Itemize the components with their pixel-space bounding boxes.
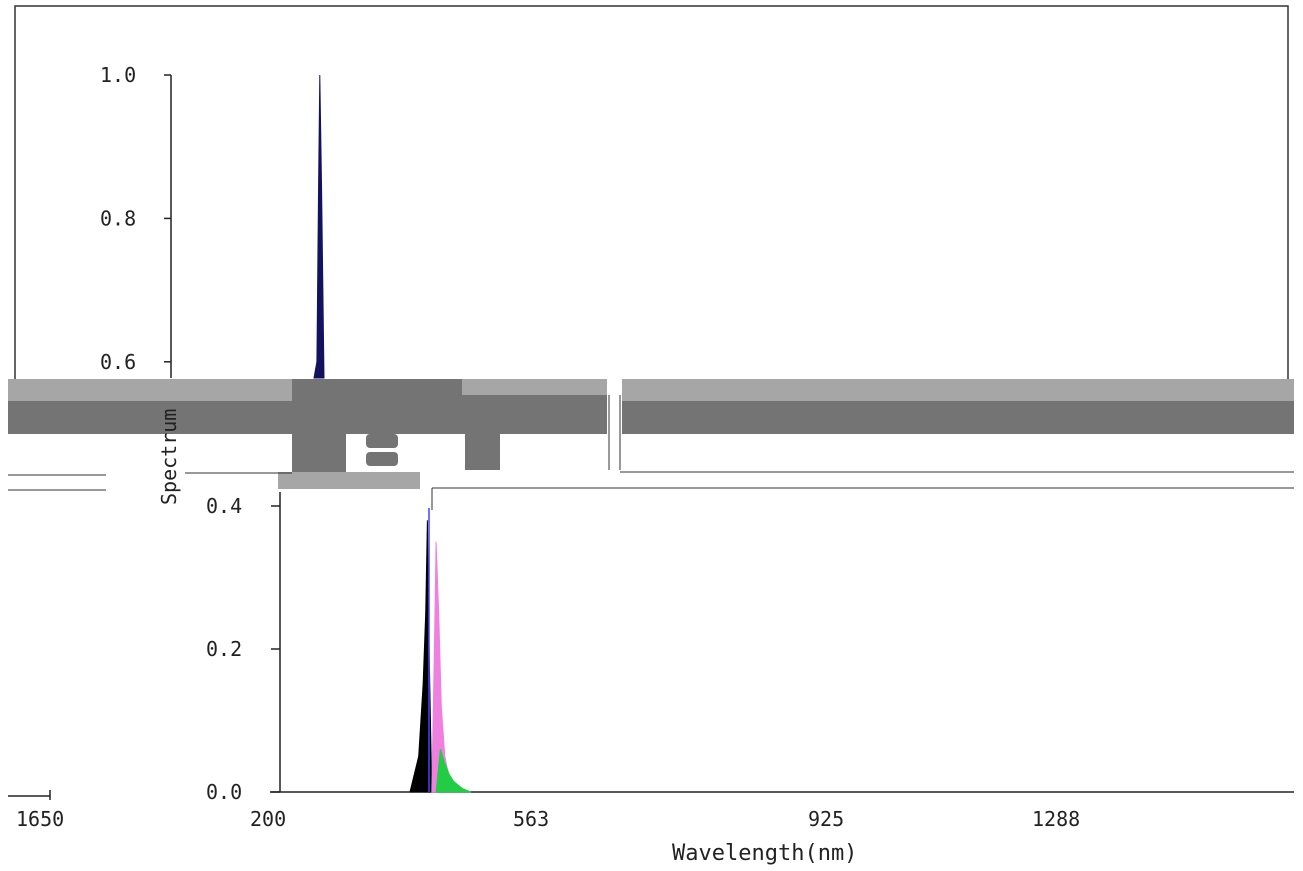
glitch-block-d [465, 429, 500, 470]
lower-series-group [409, 508, 472, 793]
lower-x-tick-label: 563 [513, 807, 549, 831]
glitch-bar-light [8, 379, 1294, 401]
lower-ticks-group: 0.4 0.2 0.0 200 563 925 1288 [206, 494, 1080, 831]
lower-y-tick-label: 0.2 [206, 637, 242, 661]
glitch-block-c [462, 395, 607, 429]
upper-y-tick-label: 0.6 [100, 350, 136, 374]
lower-series-1 [431, 541, 459, 793]
x-axis-label: Wavelength(nm) [672, 841, 857, 866]
y-axis-label: Spectrum [157, 409, 181, 505]
upper-y-tick-label: 1.0 [100, 63, 136, 87]
glitch-gap [607, 379, 622, 472]
upper-panel-frame [14, 5, 1289, 381]
lower-series-2 [435, 748, 472, 793]
glitch-notch-2 [366, 452, 398, 466]
lower-x-tick-label: 1288 [1032, 807, 1080, 831]
upper-y-tick-label: 0.8 [100, 206, 136, 230]
lower-series-0 [409, 520, 433, 793]
glitch-bar-dark [8, 401, 1294, 434]
glitch-block-e [278, 472, 420, 489]
upper-y-ticks: 1.0 0.8 0.6 [100, 63, 171, 374]
lower-y-tick-label: 0.0 [206, 780, 242, 804]
lower-x-tick-label: 200 [250, 807, 286, 831]
lower-y-tick-label: 0.4 [206, 494, 242, 518]
glitch-block-a [292, 379, 346, 472]
glitch-block-b [346, 379, 462, 429]
upper-series-0 [313, 74, 325, 379]
glitch-overlay [8, 379, 1294, 510]
glitch-notch-1 [366, 434, 398, 448]
stray-tick-label: 1650 [16, 807, 64, 831]
lower-x-tick-label: 925 [808, 807, 844, 831]
upper-series-group [313, 74, 325, 379]
